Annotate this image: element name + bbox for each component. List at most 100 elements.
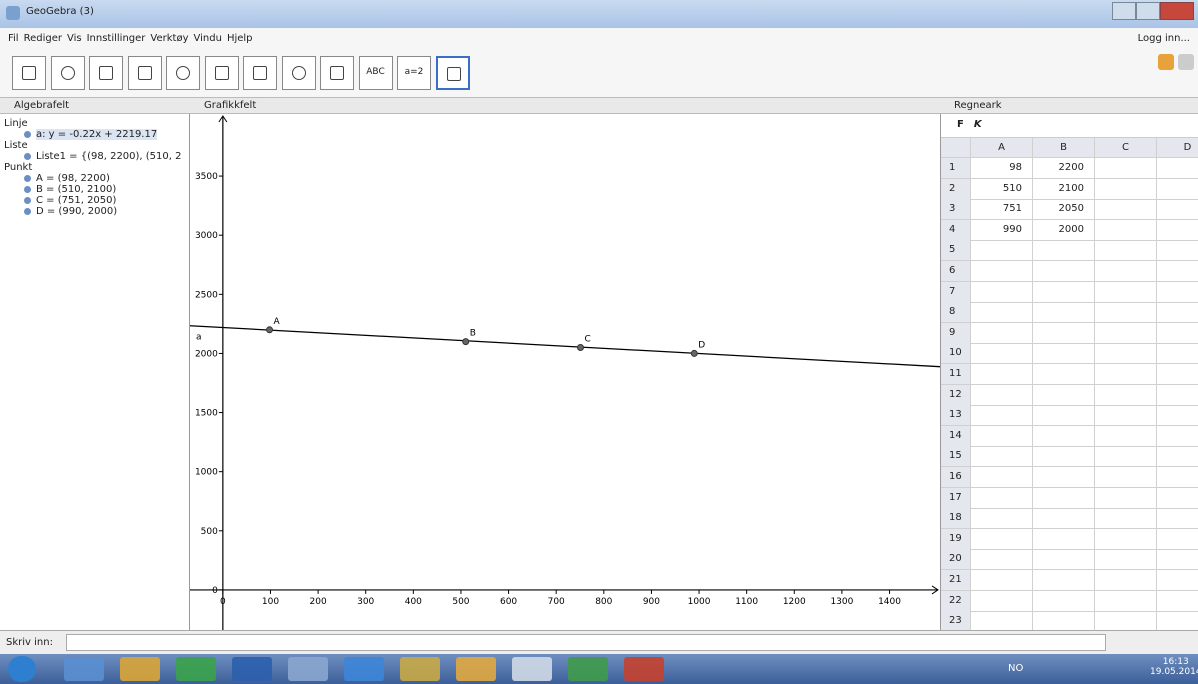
sheet-cell[interactable] — [1095, 220, 1157, 241]
input-field[interactable] — [66, 634, 1106, 651]
tool-button[interactable]: ABC — [359, 56, 393, 90]
sheet-cell[interactable] — [1095, 199, 1157, 220]
tool-button[interactable] — [320, 56, 354, 90]
sheet-cell[interactable] — [971, 488, 1033, 509]
sheet-cell[interactable] — [1157, 385, 1198, 406]
sheet-cell[interactable] — [1033, 302, 1095, 323]
redo-button[interactable] — [1178, 54, 1194, 70]
sheet-cell[interactable] — [1157, 364, 1198, 385]
sheet-cell[interactable] — [1095, 446, 1157, 467]
sheet-cell[interactable] — [1033, 488, 1095, 509]
sheet-cell[interactable] — [1157, 446, 1198, 467]
sheet-cell[interactable] — [1157, 343, 1198, 364]
tool-button[interactable]: a=2 — [397, 56, 431, 90]
menu-item[interactable]: Fil — [8, 33, 19, 44]
sheet-cell[interactable] — [1157, 570, 1198, 591]
menu-item[interactable]: Verktøy — [150, 33, 188, 44]
taskbar-icon[interactable] — [456, 657, 496, 681]
tool-button[interactable] — [282, 56, 316, 90]
object-dot[interactable] — [24, 153, 31, 160]
taskbar-icon[interactable] — [64, 657, 104, 681]
sheet-cell[interactable] — [1157, 261, 1198, 282]
taskbar-icon[interactable] — [512, 657, 552, 681]
sheet-cell[interactable] — [971, 570, 1033, 591]
tool-button[interactable] — [12, 56, 46, 90]
sheet-cell[interactable] — [971, 261, 1033, 282]
sheet-cell[interactable] — [1095, 529, 1157, 550]
sheet-cell[interactable] — [1095, 488, 1157, 509]
sheet-cell[interactable] — [1157, 158, 1198, 179]
sheet-cell[interactable] — [1033, 282, 1095, 303]
sheet-cell[interactable] — [1033, 385, 1095, 406]
object-dot[interactable] — [24, 186, 31, 193]
format-button[interactable]: K — [974, 119, 982, 132]
sheet-cell[interactable] — [971, 385, 1033, 406]
object-dot[interactable] — [24, 208, 31, 215]
sheet-cell[interactable] — [1095, 179, 1157, 200]
sheet-cell[interactable] — [1033, 364, 1095, 385]
sheet-cell[interactable] — [1095, 591, 1157, 612]
sheet-cell[interactable] — [1095, 302, 1157, 323]
sheet-cell[interactable] — [971, 364, 1033, 385]
sheet-cell[interactable] — [1033, 405, 1095, 426]
tool-button[interactable] — [166, 56, 200, 90]
sheet-cell[interactable] — [1095, 282, 1157, 303]
sheet-cell[interactable]: 2000 — [1033, 220, 1095, 241]
sheet-cell[interactable] — [1095, 158, 1157, 179]
sheet-cell[interactable] — [1095, 570, 1157, 591]
sheet-cell[interactable] — [1095, 405, 1157, 426]
menu-item[interactable]: Innstillinger — [87, 33, 146, 44]
sheet-cell[interactable] — [1157, 323, 1198, 344]
sheet-cell[interactable]: 510 — [971, 179, 1033, 200]
sheet-cell[interactable] — [1033, 323, 1095, 344]
sheet-cell[interactable] — [1157, 240, 1198, 261]
sheet-cell[interactable] — [1157, 508, 1198, 529]
taskbar-icon[interactable] — [176, 657, 216, 681]
minimize-button[interactable] — [1112, 2, 1136, 20]
sheet-cell[interactable] — [971, 467, 1033, 488]
taskbar-icon[interactable] — [288, 657, 328, 681]
taskbar-icon[interactable] — [400, 657, 440, 681]
sheet-cell[interactable] — [1033, 446, 1095, 467]
sheet-cell[interactable] — [1033, 426, 1095, 447]
sheet-cell[interactable]: 751 — [971, 199, 1033, 220]
sheet-cell[interactable] — [1157, 529, 1198, 550]
object-dot[interactable] — [24, 175, 31, 182]
start-button[interactable] — [8, 656, 36, 682]
sheet-cell[interactable] — [1095, 343, 1157, 364]
sheet-cell[interactable] — [1157, 302, 1198, 323]
sheet-cell[interactable] — [1095, 323, 1157, 344]
sheet-cell[interactable] — [971, 323, 1033, 344]
tool-button[interactable] — [89, 56, 123, 90]
taskbar-icon[interactable] — [120, 657, 160, 681]
sheet-cell[interactable] — [1095, 508, 1157, 529]
sheet-cell[interactable]: 990 — [971, 220, 1033, 241]
sheet-cell[interactable] — [971, 508, 1033, 529]
sheet-cell[interactable] — [1033, 591, 1095, 612]
sheet-cell[interactable] — [1095, 467, 1157, 488]
sheet-cell[interactable] — [1095, 364, 1157, 385]
sheet-cell[interactable] — [1095, 549, 1157, 570]
menu-item[interactable]: Vindu — [194, 33, 222, 44]
sheet-cell[interactable] — [1033, 508, 1095, 529]
sheet-cell[interactable] — [1033, 570, 1095, 591]
sheet-cell[interactable] — [1033, 240, 1095, 261]
sheet-cell[interactable] — [971, 591, 1033, 612]
sheet-cell[interactable] — [1095, 426, 1157, 447]
sheet-cell[interactable] — [1033, 467, 1095, 488]
sheet-cell[interactable] — [1157, 220, 1198, 241]
sheet-cell[interactable]: 2100 — [1033, 179, 1095, 200]
sheet-cell[interactable] — [1157, 467, 1198, 488]
sheet-cell[interactable] — [1033, 343, 1095, 364]
sheet-cell[interactable] — [1033, 529, 1095, 550]
sheet-cell[interactable] — [971, 426, 1033, 447]
maximize-button[interactable] — [1136, 2, 1160, 20]
taskbar-icon[interactable] — [344, 657, 384, 681]
sheet-cell[interactable] — [1033, 261, 1095, 282]
sheet-cell[interactable]: 98 — [971, 158, 1033, 179]
sheet-cell[interactable] — [1157, 405, 1198, 426]
menu-item[interactable]: Vis — [67, 33, 82, 44]
sheet-cell[interactable] — [971, 611, 1033, 630]
object-dot[interactable] — [24, 197, 31, 204]
sheet-cell[interactable] — [1157, 488, 1198, 509]
